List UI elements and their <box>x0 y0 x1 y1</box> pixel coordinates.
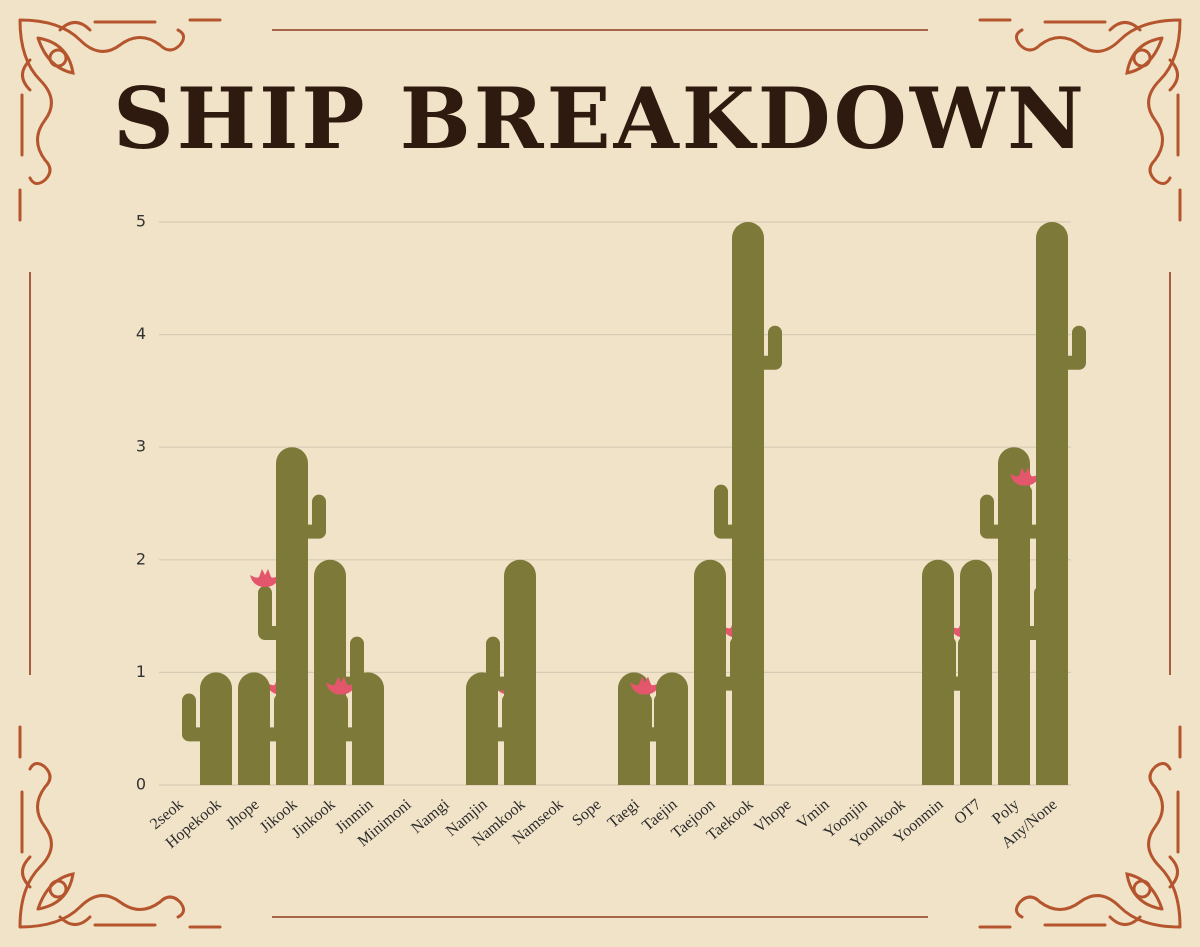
cactus-flower <box>1010 467 1040 486</box>
bar <box>314 559 346 785</box>
y-tick-label: 1 <box>136 662 146 681</box>
y-tick-label: 2 <box>136 549 146 568</box>
bar <box>732 222 764 785</box>
bar <box>694 559 726 785</box>
chart-title: SHIP BREAKDOWN <box>113 69 1087 168</box>
cactus-flower <box>326 676 356 695</box>
bar <box>352 672 384 785</box>
y-tick-label: 5 <box>136 212 146 231</box>
bar <box>504 559 536 785</box>
bar <box>1036 222 1068 785</box>
cactus-flower <box>250 568 280 587</box>
y-tick-label: 3 <box>136 437 146 456</box>
bar <box>238 672 270 785</box>
cactus-flower <box>630 676 660 695</box>
bar <box>276 447 308 785</box>
bar <box>922 559 954 785</box>
y-tick-label: 4 <box>136 324 146 343</box>
bar <box>960 559 992 785</box>
bar <box>466 672 498 785</box>
bar <box>656 672 688 785</box>
y-tick-label: 0 <box>136 775 146 794</box>
bar <box>200 672 232 785</box>
